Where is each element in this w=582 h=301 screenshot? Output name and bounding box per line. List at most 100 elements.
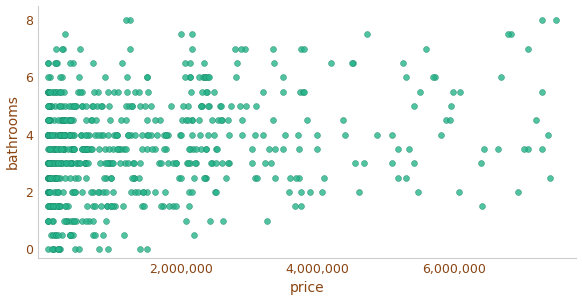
Point	[151, 190, 160, 194]
Point	[88, 118, 97, 123]
Point	[69, 147, 78, 151]
Point	[198, 89, 207, 94]
Point	[186, 61, 195, 65]
Point	[45, 175, 54, 180]
Point	[415, 89, 424, 94]
Point	[116, 161, 125, 166]
Point	[60, 89, 69, 94]
Point	[143, 75, 152, 80]
Point	[339, 118, 348, 123]
Point	[44, 89, 53, 94]
Point	[497, 75, 506, 80]
Point	[45, 132, 55, 137]
Point	[143, 190, 152, 194]
Point	[182, 118, 191, 123]
Point	[201, 147, 211, 151]
X-axis label: price: price	[290, 281, 325, 296]
Point	[63, 147, 72, 151]
Point	[130, 132, 140, 137]
Point	[76, 132, 86, 137]
Point	[51, 233, 61, 237]
Point	[531, 118, 541, 123]
Point	[268, 46, 278, 51]
Point	[176, 132, 185, 137]
Point	[135, 161, 144, 166]
Point	[113, 89, 123, 94]
Point	[211, 190, 221, 194]
Point	[83, 147, 92, 151]
Point	[64, 104, 73, 108]
Point	[305, 190, 314, 194]
Point	[130, 175, 139, 180]
Point	[93, 89, 102, 94]
Point	[58, 147, 68, 151]
Point	[45, 175, 54, 180]
Point	[66, 218, 76, 223]
Point	[90, 89, 99, 94]
Point	[77, 190, 87, 194]
Point	[52, 89, 61, 94]
Point	[56, 161, 65, 166]
Point	[197, 104, 206, 108]
Point	[44, 161, 53, 166]
Point	[74, 161, 83, 166]
Point	[129, 175, 139, 180]
Point	[143, 247, 152, 252]
Point	[44, 161, 53, 166]
Point	[169, 204, 178, 209]
Point	[250, 132, 260, 137]
Point	[163, 161, 172, 166]
Point	[197, 104, 206, 108]
Point	[44, 190, 53, 194]
Point	[44, 89, 53, 94]
Point	[75, 89, 84, 94]
Point	[55, 104, 65, 108]
Point	[523, 147, 533, 151]
Point	[49, 118, 59, 123]
Point	[61, 132, 70, 137]
Point	[109, 147, 118, 151]
Point	[399, 61, 408, 65]
Point	[291, 204, 300, 209]
Point	[54, 161, 63, 166]
Point	[66, 147, 75, 151]
Point	[143, 147, 152, 151]
Point	[116, 147, 126, 151]
Point	[55, 175, 64, 180]
Point	[80, 161, 89, 166]
Point	[198, 75, 208, 80]
Point	[48, 89, 57, 94]
Point	[44, 132, 53, 137]
Point	[103, 89, 112, 94]
Point	[240, 46, 250, 51]
Point	[53, 175, 62, 180]
Point	[49, 204, 59, 209]
Point	[45, 118, 54, 123]
Point	[108, 161, 118, 166]
Point	[103, 161, 112, 166]
Point	[52, 161, 62, 166]
Point	[60, 132, 69, 137]
Point	[72, 218, 81, 223]
Point	[72, 161, 81, 166]
Point	[66, 118, 75, 123]
Point	[54, 89, 63, 94]
Point	[91, 118, 101, 123]
Point	[49, 204, 58, 209]
Point	[86, 118, 95, 123]
Point	[224, 132, 233, 137]
Point	[430, 75, 439, 80]
Point	[55, 247, 64, 252]
Point	[67, 147, 76, 151]
Point	[184, 190, 194, 194]
Point	[66, 104, 76, 108]
Point	[421, 46, 431, 51]
Point	[73, 89, 83, 94]
Point	[190, 161, 199, 166]
Point	[187, 132, 197, 137]
Point	[123, 132, 133, 137]
Point	[48, 218, 58, 223]
Point	[143, 118, 152, 123]
Point	[70, 175, 80, 180]
Point	[44, 132, 53, 137]
